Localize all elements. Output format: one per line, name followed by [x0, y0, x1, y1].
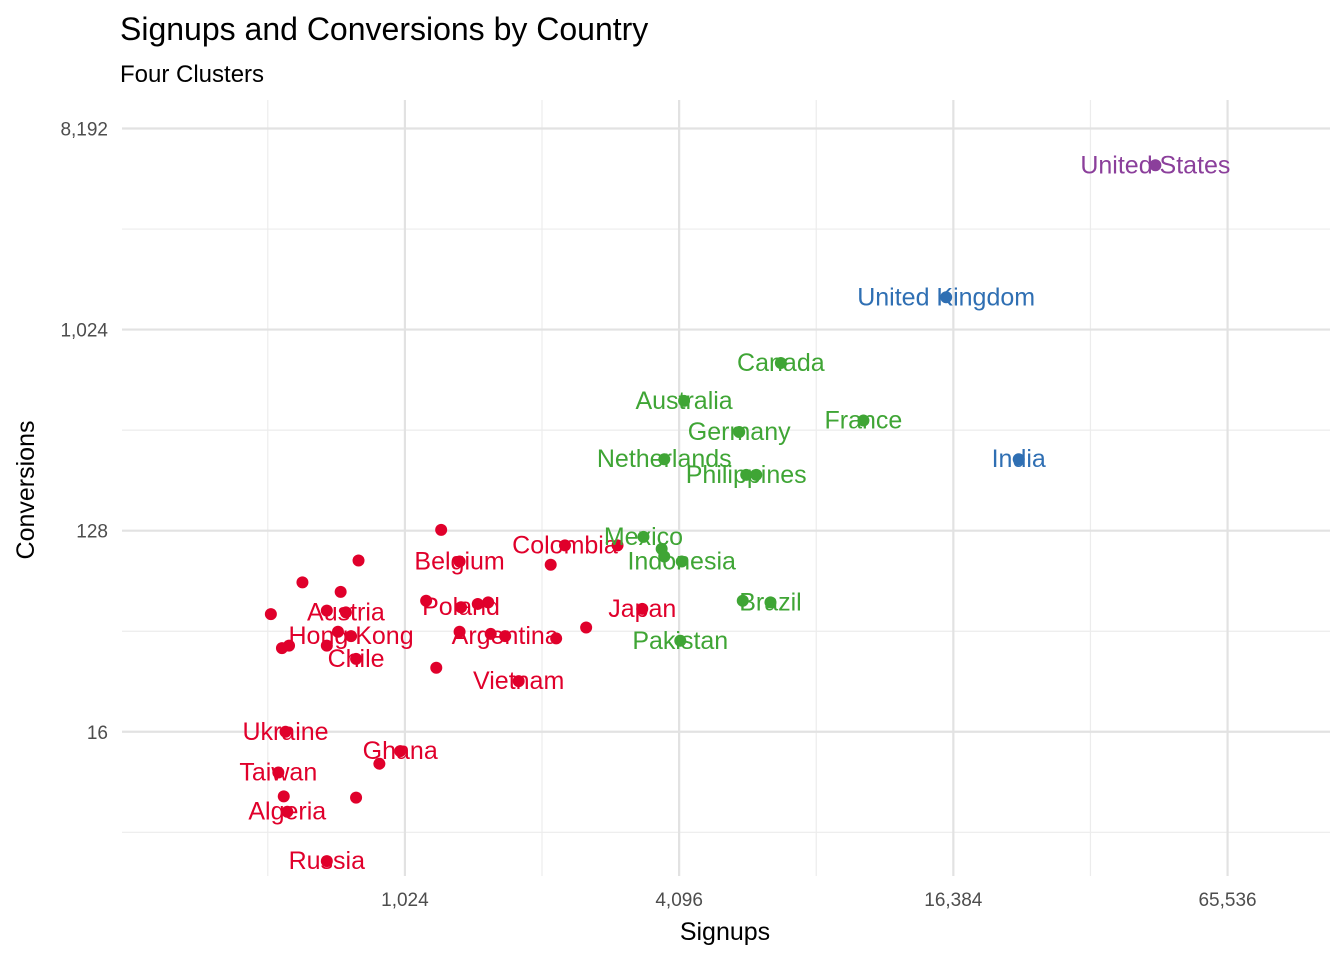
point-label: Taiwan: [239, 758, 317, 786]
data-points: [264, 159, 1162, 868]
data-point: [394, 745, 407, 758]
point-label: Hong Kong: [289, 622, 414, 650]
data-point: [453, 555, 466, 568]
data-point: [857, 414, 870, 427]
data-point: [272, 766, 285, 779]
point-label: Netherlands: [597, 445, 732, 473]
data-point: [580, 621, 593, 634]
y-tick-label: 128: [76, 522, 108, 543]
point-label: Austria: [307, 598, 385, 626]
data-point: [558, 539, 571, 552]
data-point: [471, 597, 484, 610]
point-label: Poland: [422, 593, 500, 621]
point-label: Australia: [635, 387, 732, 415]
data-point: [736, 594, 749, 607]
point-label: Belgium: [414, 548, 504, 576]
point-label: Canada: [737, 349, 825, 377]
point-label: France: [825, 406, 903, 434]
data-point: [334, 585, 347, 598]
data-point: [281, 805, 294, 818]
data-point: [320, 639, 333, 652]
data-point: [1149, 159, 1162, 172]
data-point: [674, 634, 687, 647]
point-label: United States: [1080, 151, 1230, 179]
data-point: [339, 606, 352, 619]
point-label: Japan: [608, 595, 676, 623]
data-point: [275, 642, 288, 655]
data-point: [940, 291, 953, 304]
data-point: [544, 558, 557, 571]
chart-subtitle: Four Clusters: [120, 61, 264, 88]
y-axis-title: Conversions: [12, 421, 40, 560]
x-axis-ticks: 1,024 4,096 16,384 65,536: [381, 890, 1256, 911]
data-point: [320, 604, 333, 617]
data-point: [373, 757, 386, 770]
data-point: [740, 468, 753, 481]
point-label: Mexico: [604, 523, 683, 551]
point-label: Algeria: [248, 798, 326, 826]
data-point: [352, 554, 365, 567]
data-point: [277, 790, 290, 803]
data-point: [550, 632, 563, 645]
data-point: [512, 675, 525, 688]
data-point: [345, 630, 358, 643]
point-label: Argentina: [452, 622, 559, 650]
data-point: [320, 855, 333, 868]
data-point: [435, 523, 448, 536]
data-point: [764, 596, 777, 609]
data-point: [350, 791, 363, 804]
data-point: [350, 652, 363, 665]
data-point: [637, 530, 650, 543]
point-label: Vietnam: [473, 667, 564, 695]
x-tick-label: 4,096: [655, 890, 703, 911]
data-point: [430, 661, 443, 674]
data-point: [678, 394, 691, 407]
x-tick-label: 65,536: [1198, 890, 1256, 911]
data-point: [611, 539, 624, 552]
point-label: India: [992, 445, 1046, 473]
point-label: Chile: [328, 645, 385, 673]
data-point: [482, 596, 495, 609]
data-point: [455, 601, 468, 614]
data-point: [750, 468, 763, 481]
data-point: [296, 576, 309, 589]
data-point: [658, 550, 671, 563]
data-point: [420, 594, 433, 607]
y-tick-label: 16: [87, 723, 108, 744]
data-point: [636, 602, 649, 615]
point-label: Germany: [688, 418, 791, 446]
data-point: [658, 453, 671, 466]
x-tick-label: 1,024: [381, 890, 429, 911]
data-point: [264, 608, 277, 621]
data-point: [279, 725, 292, 738]
data-point: [499, 630, 512, 643]
chart-title: Signups and Conversions by Country: [120, 11, 648, 47]
data-point: [453, 625, 466, 638]
data-point: [484, 627, 497, 640]
y-tick-label: 8,192: [60, 120, 108, 141]
data-point: [1012, 453, 1025, 466]
y-axis-ticks: 16 128 1,024 8,192: [60, 120, 108, 744]
point-label: United Kingdom: [857, 283, 1035, 311]
data-point: [675, 555, 688, 568]
point-label: Ghana: [363, 737, 438, 765]
data-point: [733, 426, 746, 439]
point-label: Pakistan: [632, 627, 728, 655]
point-label: Russia: [289, 847, 366, 875]
grid-lines: [122, 100, 1330, 876]
x-tick-label: 16,384: [924, 890, 983, 911]
point-label: Indonesia: [627, 548, 736, 576]
y-tick-label: 1,024: [60, 321, 108, 342]
point-label: Colombia: [512, 531, 618, 559]
data-point: [774, 356, 787, 369]
data-point: [331, 625, 344, 638]
point-label: Brazil: [739, 588, 802, 616]
x-axis-title: Signups: [680, 918, 770, 946]
point-label: Ukraine: [242, 718, 328, 746]
point-label: Philippines: [686, 461, 807, 489]
